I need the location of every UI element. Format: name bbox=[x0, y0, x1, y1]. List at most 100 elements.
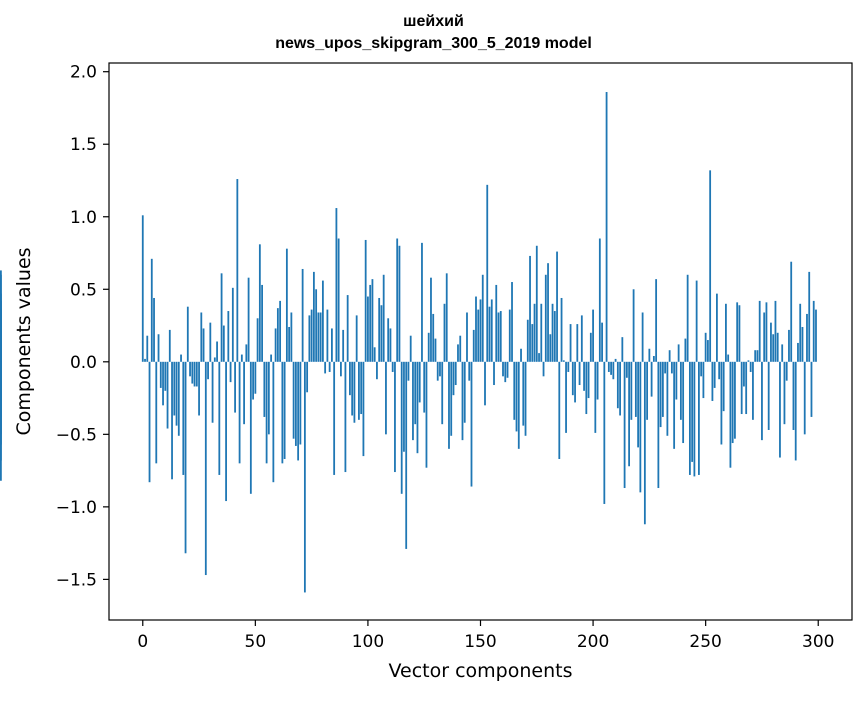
bar bbox=[175, 361, 178, 426]
bar bbox=[353, 361, 356, 423]
bar bbox=[283, 361, 286, 459]
bar bbox=[191, 361, 194, 384]
bar bbox=[668, 350, 671, 362]
bar bbox=[184, 361, 187, 554]
bar bbox=[725, 303, 727, 362]
bar bbox=[272, 361, 275, 483]
bar bbox=[578, 361, 581, 386]
bar bbox=[691, 361, 694, 462]
bar bbox=[711, 361, 714, 401]
y-axis: −1.5 −1.0 −0.5 0.0 0.5 1.0 1.5 2.0 bbox=[56, 63, 109, 590]
bar bbox=[387, 318, 390, 362]
bar bbox=[207, 361, 209, 380]
bar bbox=[765, 302, 768, 362]
bar bbox=[553, 311, 556, 362]
bar bbox=[391, 361, 394, 372]
bar bbox=[270, 354, 273, 362]
bar bbox=[0, 309, 2, 362]
bar bbox=[324, 361, 327, 374]
bar bbox=[596, 361, 599, 400]
bar bbox=[477, 309, 480, 362]
bar bbox=[517, 361, 520, 449]
bar bbox=[547, 263, 549, 362]
bar bbox=[231, 287, 234, 362]
bar bbox=[740, 361, 743, 415]
bar bbox=[607, 361, 610, 372]
bar bbox=[560, 297, 563, 362]
bar bbox=[698, 361, 700, 475]
bar bbox=[754, 350, 757, 362]
bar bbox=[225, 361, 227, 502]
bar-series bbox=[0, 92, 817, 593]
bar bbox=[571, 361, 574, 396]
bar bbox=[709, 170, 712, 362]
bar bbox=[479, 299, 482, 362]
bar bbox=[736, 302, 739, 362]
bar bbox=[279, 300, 282, 362]
bar bbox=[659, 361, 662, 428]
bar bbox=[549, 334, 552, 362]
bar bbox=[312, 271, 315, 362]
bar bbox=[254, 361, 257, 394]
bar bbox=[648, 348, 651, 362]
bar bbox=[430, 277, 432, 362]
bar bbox=[513, 361, 516, 420]
bar bbox=[803, 361, 806, 435]
x-tick-label: 0 bbox=[137, 632, 148, 652]
bar bbox=[371, 279, 374, 362]
bar bbox=[747, 360, 750, 362]
bar bbox=[587, 361, 590, 399]
bar bbox=[358, 361, 360, 420]
y-tick-label: 2.0 bbox=[70, 63, 97, 83]
bar bbox=[481, 274, 484, 362]
y-axis-label: Components values bbox=[13, 247, 35, 435]
bar bbox=[394, 361, 396, 473]
bar bbox=[729, 361, 732, 468]
bar bbox=[646, 361, 649, 420]
bar bbox=[535, 245, 538, 362]
bar bbox=[529, 255, 531, 362]
bar bbox=[319, 312, 322, 362]
bar bbox=[466, 312, 468, 362]
bar bbox=[637, 361, 640, 448]
bar bbox=[333, 361, 336, 475]
bar bbox=[360, 361, 363, 415]
bar bbox=[236, 179, 239, 362]
bar bbox=[788, 329, 790, 362]
bar bbox=[308, 315, 311, 362]
bar bbox=[153, 297, 155, 362]
bar bbox=[702, 361, 705, 399]
bar bbox=[193, 361, 196, 387]
bar bbox=[508, 309, 511, 362]
bar bbox=[403, 361, 405, 452]
bar bbox=[344, 361, 347, 473]
bar bbox=[441, 361, 444, 425]
bar bbox=[781, 344, 784, 362]
bar bbox=[213, 357, 216, 362]
bar bbox=[695, 280, 698, 362]
bar bbox=[538, 353, 540, 362]
bar bbox=[472, 329, 475, 362]
bar bbox=[218, 361, 221, 475]
bar bbox=[526, 319, 529, 362]
bar bbox=[499, 311, 502, 362]
bar bbox=[328, 361, 331, 372]
bar bbox=[405, 361, 408, 549]
bar bbox=[666, 361, 669, 436]
bar bbox=[652, 356, 655, 362]
bar bbox=[306, 361, 309, 393]
bar bbox=[594, 361, 597, 433]
x-tick-label: 300 bbox=[802, 632, 834, 652]
bar bbox=[544, 274, 547, 362]
bar bbox=[182, 361, 185, 475]
bar bbox=[574, 361, 576, 403]
bar bbox=[799, 303, 802, 362]
bar bbox=[643, 361, 646, 525]
bar bbox=[614, 358, 617, 362]
bar bbox=[274, 328, 277, 362]
bar bbox=[234, 361, 236, 413]
bar bbox=[299, 361, 302, 445]
bar bbox=[263, 361, 266, 417]
bar bbox=[432, 313, 435, 362]
